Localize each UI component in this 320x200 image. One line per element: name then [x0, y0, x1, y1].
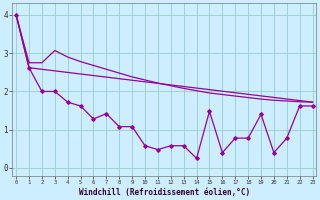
X-axis label: Windchill (Refroidissement éolien,°C): Windchill (Refroidissement éolien,°C) — [79, 188, 250, 197]
